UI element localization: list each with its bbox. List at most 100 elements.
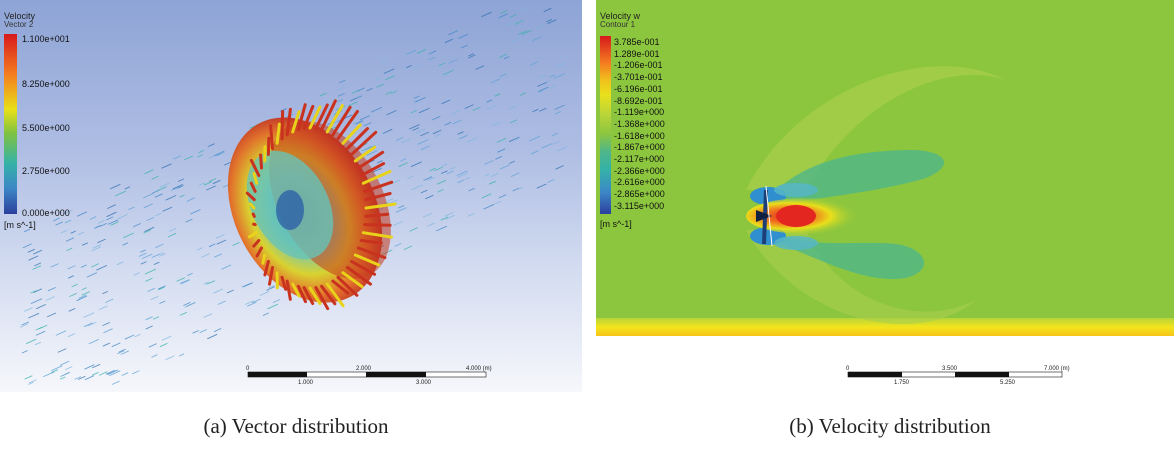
vector-arrow: [429, 167, 436, 172]
vector-arrow: [24, 307, 33, 312]
rotor-spike: [361, 231, 393, 239]
vector-arrow: [150, 295, 159, 301]
vector-arrow: [252, 298, 261, 304]
contour-plot: [596, 0, 1174, 378]
vector-arrow: [510, 13, 517, 18]
vector-arrow: [215, 234, 225, 239]
scale-label: 1.750: [894, 380, 910, 386]
caption-b: (b) Velocity distribution: [789, 414, 991, 438]
vector-arrow: [159, 253, 166, 257]
vector-arrow: [67, 333, 76, 338]
vector-arrow: [68, 307, 76, 312]
vector-arrow: [110, 221, 119, 226]
vector-arrow: [498, 13, 508, 19]
rotor-spike: [291, 282, 301, 298]
vector-arrow: [117, 213, 128, 220]
vector-arrow: [410, 161, 422, 168]
vector-arrow: [483, 203, 495, 210]
vector-arrow: [22, 243, 32, 249]
vector-arrow: [414, 96, 426, 103]
legend-title: Velocity: [4, 11, 36, 21]
vector-arrow: [494, 93, 501, 97]
scale-label: 1.000: [298, 380, 314, 386]
vector-arrow: [97, 219, 105, 224]
legend-label-max: 1.100e+001: [22, 34, 70, 44]
vector-arrow: [484, 173, 490, 177]
scale-bar: [247, 371, 487, 378]
rotor-spike: [249, 158, 261, 177]
vector-arrow: [207, 143, 215, 148]
vector-arrow: [319, 92, 327, 97]
rotor-spike: [252, 171, 259, 185]
vector-arrow: [537, 90, 544, 94]
rotor-spike: [336, 275, 359, 297]
vector-arrow: [171, 185, 182, 192]
vector-arrow: [356, 120, 363, 125]
vector-arrow: [520, 8, 526, 12]
vector-arrow: [144, 268, 156, 275]
vector-arrow: [535, 25, 544, 30]
vector-arrow: [457, 134, 469, 141]
vector-arrow: [428, 56, 436, 61]
vector-arrow: [549, 74, 556, 78]
vector-arrow: [494, 200, 502, 205]
vector-arrow: [386, 110, 397, 116]
vector-arrow: [500, 10, 508, 15]
vector-arrow: [203, 313, 213, 318]
vector-arrow: [185, 218, 193, 223]
vector-arrow: [499, 53, 508, 59]
vector-arrow: [385, 75, 395, 81]
legend-label: -3.115e+000: [614, 200, 665, 211]
rotor-spike: [320, 99, 337, 132]
vector-arrow: [142, 192, 154, 199]
rotor-spike: [331, 279, 350, 295]
vector-arrow: [267, 303, 279, 310]
vector-arrow: [148, 343, 157, 348]
vector-arrow: [438, 62, 446, 67]
vector-arrow: [208, 178, 217, 183]
vector-arrow: [35, 303, 46, 310]
vector-arrow: [359, 115, 370, 121]
vector-arrow: [121, 372, 129, 377]
vector-arrow: [552, 140, 561, 145]
vector-arrow: [532, 108, 539, 113]
vector-arrow: [214, 253, 223, 258]
vector-arrow: [198, 149, 205, 154]
vector-arrow: [102, 342, 111, 347]
vector-arrow: [95, 224, 102, 229]
vector-arrow: [412, 99, 419, 103]
vector-arrow: [106, 211, 117, 218]
vector-arrow: [98, 371, 108, 376]
vector-arrow: [382, 128, 393, 134]
vector-arrow: [456, 170, 468, 177]
vector-arrow: [151, 354, 158, 358]
vector-arrow: [337, 98, 344, 103]
vector-arrow: [55, 330, 67, 336]
vector-arrow: [415, 128, 426, 134]
rotor-spike: [325, 104, 344, 134]
vector-arrow: [530, 150, 539, 155]
vector-arrow: [167, 232, 177, 238]
vector-arrow: [92, 243, 102, 249]
vector-arrow: [510, 172, 520, 178]
vector-arrow: [213, 327, 222, 333]
vector-arrow: [132, 370, 140, 375]
vector-arrow: [448, 59, 458, 64]
vector-arrow: [155, 212, 162, 217]
vector-arrow: [65, 366, 73, 371]
vector-arrow: [190, 209, 201, 215]
vector-arrow: [30, 298, 43, 305]
vector-arrow: [159, 182, 170, 188]
legend-label: 5.500e+000: [22, 123, 70, 133]
vector-arrow: [179, 194, 185, 198]
vector-arrow: [158, 286, 165, 291]
vector-arrow: [213, 150, 225, 157]
vector-arrow: [118, 348, 126, 353]
vector-arrow: [28, 381, 34, 385]
vector-arrow: [449, 166, 456, 170]
vector-arrow: [33, 288, 42, 294]
vector-arrow: [74, 376, 82, 380]
vector-arrow: [216, 239, 227, 245]
vector-arrow: [499, 73, 507, 78]
vector-arrow: [427, 176, 435, 181]
